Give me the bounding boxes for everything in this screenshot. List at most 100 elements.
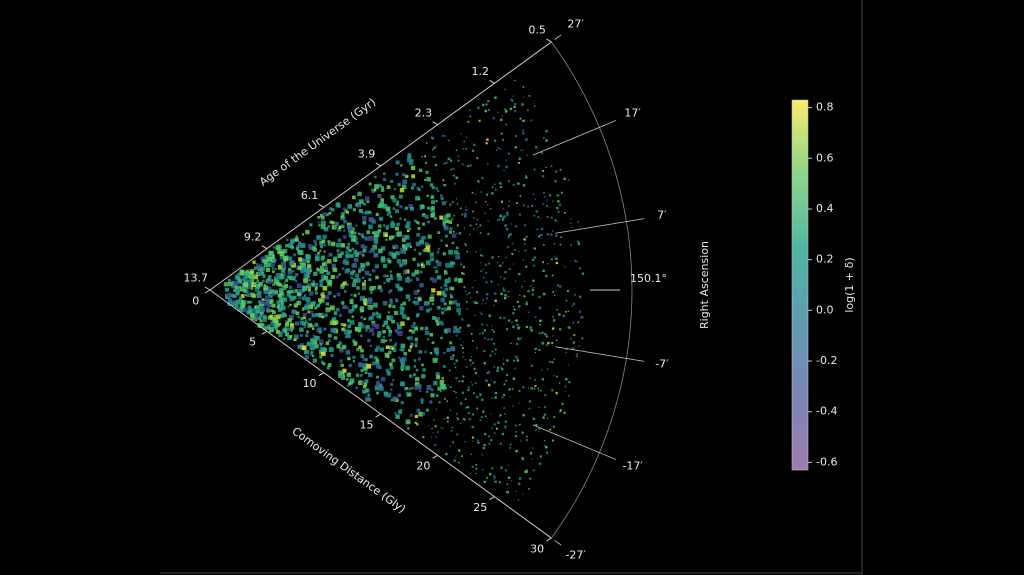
density-point <box>423 300 429 306</box>
density-point <box>389 345 394 350</box>
density-point <box>510 223 512 225</box>
density-point <box>503 296 507 300</box>
density-point <box>245 273 251 279</box>
density-point <box>454 250 459 255</box>
density-point <box>380 246 386 251</box>
density-point <box>490 439 493 442</box>
density-point <box>538 295 541 299</box>
density-point <box>344 290 347 293</box>
density-point <box>569 222 572 224</box>
density-point <box>364 196 370 201</box>
density-point <box>395 414 400 419</box>
density-point <box>332 316 337 321</box>
density-point <box>516 342 519 346</box>
density-point <box>483 350 486 353</box>
density-point <box>416 233 421 237</box>
density-point <box>387 311 390 314</box>
density-point <box>389 298 393 302</box>
density-point <box>477 181 480 183</box>
density-point <box>518 213 521 216</box>
density-point <box>385 206 391 212</box>
density-point <box>557 210 560 213</box>
density-point <box>512 377 516 380</box>
density-point <box>365 261 370 266</box>
density-point <box>390 398 394 402</box>
density-point <box>500 132 503 135</box>
density-point <box>439 320 443 324</box>
density-point <box>540 151 544 154</box>
density-point <box>323 250 326 253</box>
density-point <box>341 344 347 350</box>
density-point <box>342 207 346 211</box>
density-point <box>440 336 443 340</box>
density-point <box>451 218 454 221</box>
density-point <box>471 356 473 358</box>
density-point <box>277 303 280 307</box>
density-point <box>546 216 549 218</box>
age-tick-label: 9.2 <box>244 230 262 243</box>
density-point <box>281 305 286 311</box>
density-point <box>456 224 459 227</box>
colorbar-tick-label: -0.6 <box>816 455 837 468</box>
density-point <box>329 320 335 326</box>
density-point <box>306 301 310 305</box>
density-point <box>541 342 545 345</box>
density-point <box>251 278 255 282</box>
r-tick <box>204 289 211 294</box>
density-point <box>515 202 519 205</box>
density-point <box>465 148 467 150</box>
density-point <box>382 177 387 182</box>
density-point <box>234 278 237 281</box>
density-point <box>243 279 248 284</box>
density-point <box>466 250 469 253</box>
density-point <box>461 356 464 358</box>
density-point <box>453 459 456 462</box>
density-point <box>503 215 506 218</box>
density-point <box>435 259 439 264</box>
density-point <box>574 293 576 296</box>
density-point <box>576 353 579 355</box>
density-point <box>491 467 494 470</box>
density-point <box>313 239 317 244</box>
density-point <box>510 98 513 101</box>
density-point <box>436 290 442 296</box>
density-point <box>377 193 382 199</box>
density-point <box>253 282 256 286</box>
density-point <box>484 212 486 215</box>
density-point <box>516 359 519 362</box>
density-point <box>436 375 441 380</box>
density-point <box>362 357 366 362</box>
density-point <box>379 288 383 292</box>
density-point <box>506 214 509 217</box>
density-point <box>352 195 356 200</box>
density-point <box>361 254 365 257</box>
density-point <box>314 306 318 310</box>
density-point <box>425 390 429 393</box>
density-point <box>464 359 466 361</box>
density-point <box>435 436 437 438</box>
density-point <box>479 311 481 313</box>
density-point <box>268 250 273 255</box>
density-point <box>500 466 503 469</box>
density-point <box>407 392 412 397</box>
density-point <box>319 346 323 349</box>
density-point <box>525 224 527 226</box>
density-point <box>455 391 457 394</box>
density-point <box>489 472 492 476</box>
density-point <box>485 303 487 305</box>
density-point <box>440 239 443 242</box>
density-point <box>272 318 278 324</box>
density-point <box>430 293 435 298</box>
density-point <box>293 337 297 342</box>
density-point <box>514 79 516 82</box>
density-point <box>485 281 488 284</box>
density-point <box>416 408 421 413</box>
density-point <box>568 179 570 181</box>
theta-tick-label: 27′ <box>567 17 584 30</box>
density-point <box>441 201 446 206</box>
density-point <box>247 300 250 304</box>
density-point <box>565 310 567 313</box>
density-point <box>356 347 360 352</box>
density-point <box>331 275 335 279</box>
density-point <box>313 271 318 276</box>
